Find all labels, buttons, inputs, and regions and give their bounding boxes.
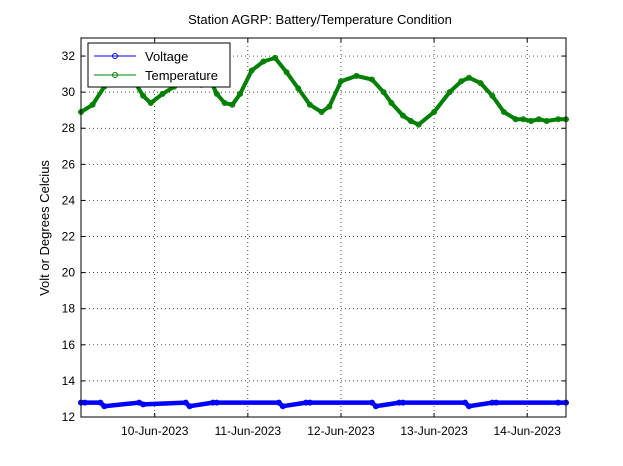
data-point-temperature [89,101,96,108]
data-point-temperature [338,78,344,85]
series-line-voltage [78,400,569,409]
data-point-temperature [400,112,406,119]
data-point-temperature [535,116,542,123]
data-point-voltage [275,399,282,406]
y-tick-label: 12 [62,410,76,424]
y-tick-label: 30 [62,85,76,99]
data-point-temperature [528,118,535,124]
data-point-temperature [272,54,278,61]
x-tick-label: 11-Jun-2023 [215,424,282,438]
data-point-voltage [101,403,108,410]
series-voltage [78,399,569,410]
data-point-temperature [260,58,267,65]
data-point-voltage [493,399,500,406]
data-point-temperature [159,90,166,97]
data-point-voltage [97,399,104,406]
data-point-temperature [326,103,333,110]
data-point-temperature [369,76,375,83]
series-layer [78,54,569,410]
y-tick-label: 18 [62,302,76,316]
y-tick-label: 16 [62,338,76,352]
data-point-temperature [306,101,313,108]
data-point-temperature [388,100,395,106]
data-point-voltage [372,403,379,410]
data-point-voltage [209,399,216,406]
y-axis-label: Volt or Degrees Celcius [37,160,52,296]
data-point-voltage [369,399,375,406]
y-tick-label: 22 [62,230,76,244]
data-point-temperature [555,116,562,123]
plot-frame [80,37,567,418]
data-point-temperature [353,72,360,79]
data-point-voltage [462,399,469,406]
data-point-temperature [458,78,465,85]
x-tick-label: 10-Jun-2023 [121,424,189,438]
data-point-temperature [140,92,147,99]
data-point-voltage [396,399,403,406]
data-point-temperature [295,85,302,92]
data-point-temperature [489,92,496,99]
data-point-temperature [407,118,414,124]
data-point-temperature [237,90,244,97]
data-point-voltage [306,399,313,406]
data-point-temperature [520,116,527,123]
data-point-voltage [186,403,193,410]
data-point-temperature [229,101,236,108]
data-point-temperature [500,109,507,115]
data-point-voltage [182,399,189,406]
data-point-temperature [213,90,220,97]
axis-layer: 14 16 18 20 22 24 26 28 30 32 12 10-Jun-2023 11-Jun-… [62,38,566,438]
data-point-voltage [489,399,496,406]
data-point-temperature [283,69,290,76]
data-point-voltage [81,399,88,406]
legend-voltage-marker [112,53,118,59]
data-point-voltage [279,403,286,410]
legend-box [87,42,231,88]
data-point-temperature [431,109,438,115]
legend-voltage-label: Voltage [145,49,188,64]
data-point-temperature [415,121,422,128]
x-tick-label: 13-Jun-2023 [400,424,468,438]
legend-temperature-label: Temperature [145,68,218,83]
data-point-voltage [303,399,309,406]
grid-layer [81,38,566,417]
y-tick-label: 26 [62,157,76,171]
x-tick-label: 14-Jun-2023 [494,424,562,438]
data-point-temperature [446,89,453,96]
plot-area [81,38,566,417]
legend: Voltage Temperature [87,42,231,88]
data-point-voltage [466,403,472,410]
x-tick-label: 12-Jun-2023 [307,424,375,438]
data-point-temperature [248,67,255,74]
data-point-temperature [221,100,228,106]
y-tick-label: 14 [62,374,76,388]
y-tick-label: 28 [62,121,76,135]
chart-title: Station AGRP: Battery/Temperature Condit… [188,12,452,27]
data-point-voltage [555,399,562,406]
data-point-voltage [400,399,406,406]
legend-temperature-marker [112,72,118,78]
data-point-temperature [147,100,154,106]
data-point-temperature [380,89,387,96]
y-tick-label: 32 [62,49,76,63]
data-point-voltage [140,401,147,408]
data-point-voltage [213,399,220,406]
data-point-temperature [318,109,325,115]
y-tick-label: 20 [62,266,76,280]
data-point-temperature [512,116,519,123]
data-point-temperature [543,118,550,124]
y-tick-label: 24 [62,193,76,207]
data-point-temperature [477,80,484,87]
data-point-temperature [466,74,472,81]
